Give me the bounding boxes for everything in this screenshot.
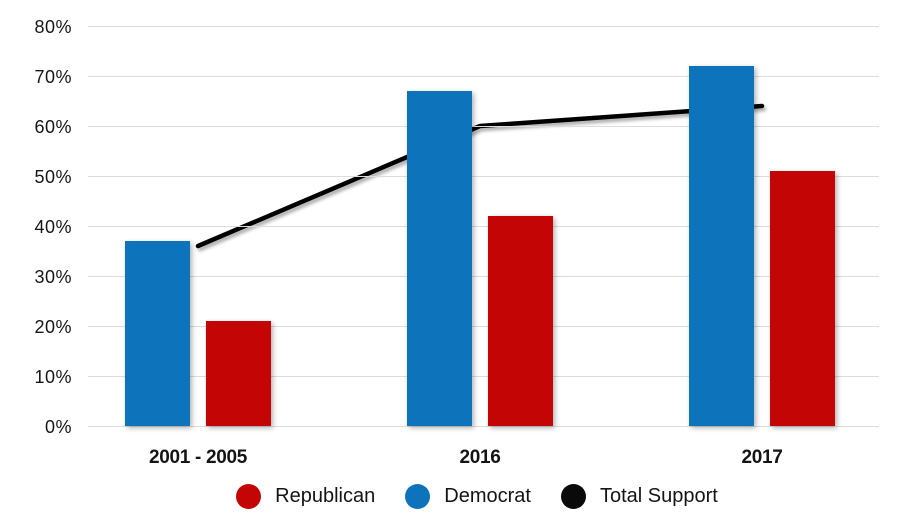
bar-democrat (407, 91, 472, 426)
y-axis-tick-label: 70% (34, 67, 72, 87)
y-axis-tick-label: 10% (34, 367, 72, 387)
gridline (88, 276, 879, 277)
x-axis-category-label: 2016 (459, 447, 501, 468)
y-axis-tick-label: 50% (34, 167, 72, 187)
bar-republican (770, 171, 835, 426)
legend-label-republican: Republican (275, 485, 376, 507)
legend-label-total-support: Total Support (599, 485, 718, 507)
legend-dot-democrat-icon (405, 484, 431, 509)
legend-item-democrat: Democrat (405, 484, 531, 509)
gridline (88, 76, 879, 77)
legend: Republican Democrat Total Support (46, 484, 908, 509)
gridline (88, 226, 879, 227)
bar-republican (206, 321, 271, 426)
bar-republican (488, 216, 553, 426)
x-axis-category-label: 2001 - 2005 (148, 447, 248, 468)
gridline (88, 26, 879, 27)
gridline (88, 176, 879, 177)
legend-label-democrat: Democrat (444, 485, 531, 507)
y-axis-tick-label: 20% (34, 317, 72, 337)
gridline (88, 426, 879, 427)
legend-dot-republican-icon (236, 484, 262, 509)
y-axis-tick-label: 40% (34, 217, 72, 237)
legend-dot-total-support-icon (560, 484, 586, 509)
plot-area (88, 26, 879, 427)
y-axis-tick-label: 80% (34, 17, 72, 37)
y-axis-tick-label: 60% (34, 117, 72, 137)
y-axis-tick-label: 0% (44, 417, 72, 437)
y-axis-tick-label: 30% (34, 267, 72, 287)
legend-item-republican: Republican (236, 484, 375, 509)
x-axis-category-label: 2017 (741, 447, 783, 468)
bar-democrat (689, 66, 754, 426)
gridline (88, 376, 879, 377)
gridline (88, 126, 879, 127)
bar-democrat (125, 241, 190, 426)
gridline (88, 326, 879, 327)
legend-item-total-support: Total Support (560, 484, 718, 509)
